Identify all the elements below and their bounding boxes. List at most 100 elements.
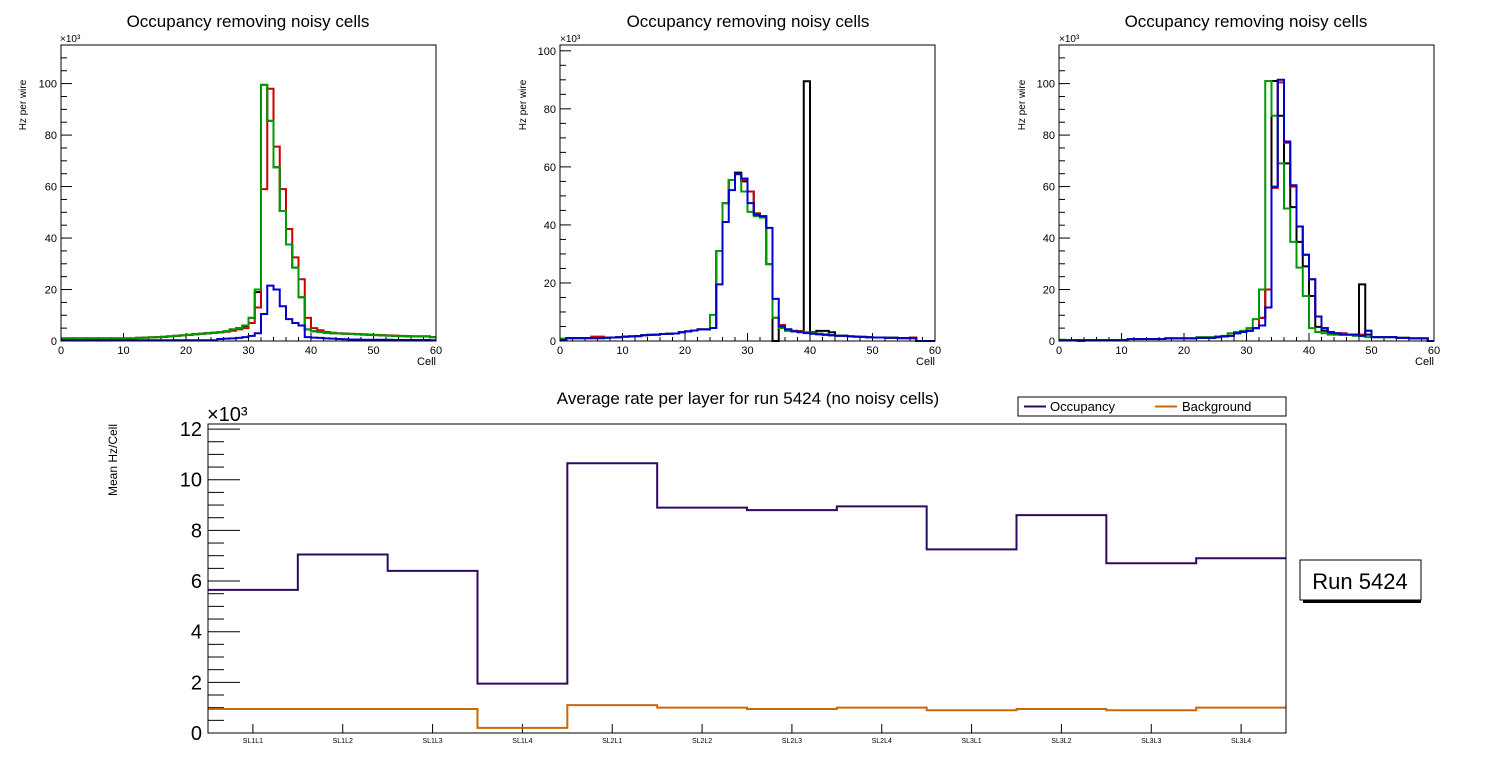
panel-3-ticks: 0 20 40 60 80 100 0 10 20 30 40 50 60 — [1037, 44, 1440, 357]
y-tick-label: 12 — [180, 419, 202, 441]
series-black — [1059, 80, 1434, 342]
x-tick-label: SL2L1 — [602, 738, 622, 745]
x-tick-label: SL1L1 — [243, 738, 263, 745]
x-tick-label: SL3L3 — [1141, 738, 1161, 745]
y-tick-label: 2 — [191, 672, 202, 694]
layer-rate-series — [208, 462, 1286, 729]
histogram-panel-3: Occupancy removing noisy cells ×10³ Hz p… — [1017, 12, 1440, 368]
x-tick-label: 60 — [1428, 345, 1440, 357]
x-tick-label: SL3L1 — [961, 738, 981, 745]
histogram-panel-1: Occupancy removing noisy cells ×10³ Hz p… — [18, 12, 442, 368]
layer-rate-y-exponent: ×10³ — [207, 404, 248, 426]
histogram-panel-2: Occupancy removing noisy cells ×10³ Hz p… — [518, 12, 941, 368]
run-annotation: Run 5424 — [1299, 559, 1422, 603]
y-tick-label: 60 — [544, 162, 556, 174]
panel-3-x-label: Cell — [1415, 356, 1434, 368]
x-tick-label: 0 — [557, 345, 563, 357]
x-tick-label: 0 — [58, 345, 64, 357]
x-tick-label: 40 — [804, 345, 816, 357]
x-tick-label: 40 — [305, 345, 317, 357]
x-tick-label: 10 — [616, 345, 628, 357]
y-tick-label: 20 — [1043, 285, 1055, 297]
panel-3-y-label: Hz per wire — [1017, 79, 1028, 130]
y-tick-label: 100 — [39, 79, 57, 91]
series-red — [61, 87, 436, 340]
y-tick-label: 0 — [191, 723, 202, 745]
y-tick-label: 80 — [1043, 130, 1055, 142]
panel-2-y-label: Hz per wire — [518, 79, 529, 130]
series-blue — [560, 173, 935, 342]
x-tick-label: SL1L3 — [422, 738, 442, 745]
series-red — [1059, 81, 1434, 342]
panel-2-x-label: Cell — [916, 356, 935, 368]
x-tick-label: 20 — [1178, 345, 1190, 357]
panel-3-frame — [1058, 44, 1435, 342]
x-tick-label: SL2L2 — [692, 738, 712, 745]
panel-2-frame — [559, 44, 936, 342]
x-tick-label: 0 — [1056, 345, 1062, 357]
series-background — [208, 704, 1286, 729]
panel-3-title: Occupancy removing noisy cells — [1125, 12, 1368, 31]
y-tick-label: 40 — [45, 233, 57, 245]
y-tick-label: 40 — [1043, 233, 1055, 245]
x-tick-label: 30 — [242, 345, 254, 357]
x-tick-label: 50 — [367, 345, 379, 357]
y-tick-label: 40 — [544, 220, 556, 232]
y-tick-label: 0 — [51, 336, 57, 348]
panel-1-ticks: 0 20 40 60 80 100 0 10 20 30 40 50 60 — [39, 44, 442, 357]
panel-1-series — [61, 83, 436, 342]
x-tick-label: 60 — [929, 345, 941, 357]
panel-2-ticks: 0 20 40 60 80 100 0 10 20 30 40 50 60 — [538, 46, 941, 357]
y-tick-label: 80 — [544, 104, 556, 116]
x-tick-label: SL2L3 — [782, 738, 802, 745]
panel-2-y-exponent: ×10³ — [560, 34, 581, 45]
x-tick-label: 50 — [866, 345, 878, 357]
x-tick-label: 40 — [1303, 345, 1315, 357]
y-tick-label: 100 — [538, 46, 556, 58]
run-annotation-text: Run 5424 — [1312, 569, 1407, 594]
legend-occupancy-label: Occupancy — [1050, 399, 1116, 414]
x-tick-label: 50 — [1365, 345, 1377, 357]
x-tick-label: 30 — [741, 345, 753, 357]
x-tick-label: 10 — [1115, 345, 1127, 357]
y-tick-label: 10 — [180, 470, 202, 492]
y-tick-label: 8 — [191, 520, 202, 542]
series-occupancy — [208, 462, 1286, 685]
x-tick-label: 20 — [180, 345, 192, 357]
layer-rate-title: Average rate per layer for run 5424 (no … — [557, 389, 939, 408]
x-tick-label: SL1L2 — [333, 738, 353, 745]
x-tick-label: 30 — [1240, 345, 1252, 357]
x-tick-label: SL3L2 — [1051, 738, 1071, 745]
panel-1-y-exponent: ×10³ — [60, 34, 81, 45]
run-annotation-shadow — [1303, 600, 1421, 603]
y-tick-label: 20 — [45, 285, 57, 297]
series-black — [61, 83, 436, 340]
layer-rate-ticks: 0 2 4 6 8 10 12 SL1L1 SL1L2 SL1L3 SL1L4 SL2L1 SL2L2 S… — [180, 419, 1252, 745]
y-tick-label: 0 — [1049, 336, 1055, 348]
y-tick-label: 60 — [45, 182, 57, 194]
y-tick-label: 20 — [544, 278, 556, 290]
y-tick-label: 100 — [1037, 79, 1055, 91]
panel-3-y-exponent: ×10³ — [1059, 34, 1080, 45]
y-tick-label: 60 — [1043, 182, 1055, 194]
panel-1-frame — [60, 44, 437, 342]
x-tick-label: 20 — [679, 345, 691, 357]
panel-2-title: Occupancy removing noisy cells — [627, 12, 870, 31]
panel-1-y-label: Hz per wire — [18, 79, 29, 130]
y-tick-label: 6 — [191, 571, 202, 593]
series-blue — [61, 284, 436, 342]
run-annotation-box — [1299, 559, 1422, 601]
x-tick-label: 10 — [117, 345, 129, 357]
y-tick-label: 0 — [550, 336, 556, 348]
panel-3-series — [1059, 78, 1434, 342]
y-tick-label: 4 — [191, 622, 202, 644]
panel-1-title: Occupancy removing noisy cells — [127, 12, 370, 31]
layer-rate-panel: Average rate per layer for run 5424 (no … — [106, 389, 1422, 745]
panel-2-series — [560, 80, 935, 342]
x-tick-label: SL2L4 — [872, 738, 892, 745]
legend: Occupancy Background — [1017, 396, 1287, 417]
series-green — [61, 83, 436, 340]
panel-1-x-label: Cell — [417, 356, 436, 368]
x-tick-label: 60 — [430, 345, 442, 357]
